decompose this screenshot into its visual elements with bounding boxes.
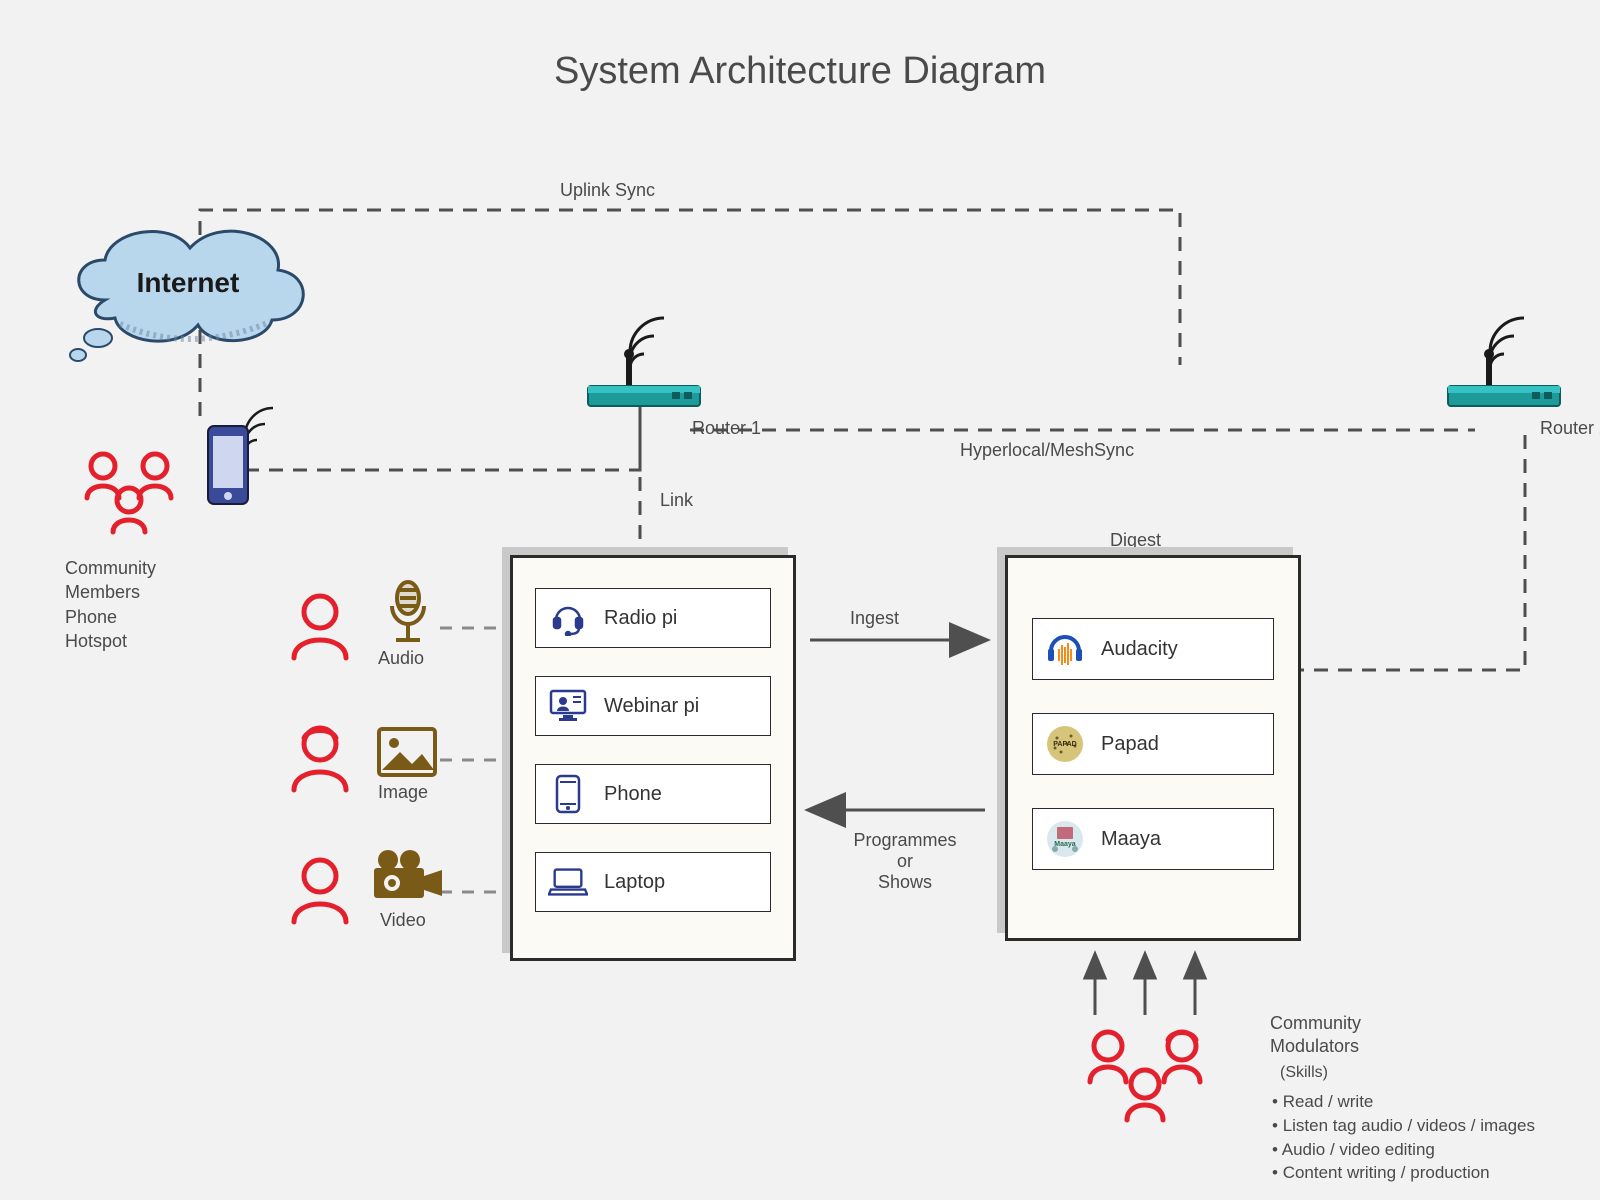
- router1-icon: [580, 300, 710, 410]
- diagram-canvas: System Architecture Diagram: [0, 0, 1600, 1200]
- internet-cloud-icon: Internet: [60, 220, 320, 380]
- router2-icon: [1440, 300, 1570, 410]
- svg-text:Maaya: Maaya: [1054, 841, 1076, 848]
- audio-label: Audio: [378, 648, 424, 669]
- item-audacity: Audacity: [1032, 618, 1274, 680]
- svg-text:PAPAD: PAPAD: [1053, 741, 1076, 748]
- label-uplink: Uplink Sync: [560, 180, 655, 201]
- label-ingest: Ingest: [850, 608, 899, 629]
- digest-panel: Audacity PAPAD Papad: [1005, 555, 1301, 941]
- community-members-icon: [65, 440, 205, 550]
- modulators-subtitle: (Skills): [1280, 1064, 1328, 1082]
- webinar-icon: [548, 686, 588, 726]
- item-label: Audacity: [1101, 638, 1178, 661]
- phone-hotspot-icon: [200, 400, 280, 510]
- capture-panel: Radio pi Webinar pi: [510, 555, 796, 961]
- item-laptop: Laptop: [535, 852, 771, 912]
- laptop-icon: [548, 862, 588, 902]
- community-members-label: Community Members Phone Hotspot: [65, 556, 156, 653]
- modulators-title: Community Modulators: [1270, 1012, 1361, 1059]
- item-label: Phone: [604, 783, 662, 806]
- item-label: Webinar pi: [604, 695, 699, 718]
- label-mesh: Hyperlocal/MeshSync: [960, 440, 1134, 461]
- image-label: Image: [378, 782, 428, 803]
- item-label: Papad: [1101, 733, 1159, 756]
- item-papad: PAPAD Papad: [1032, 713, 1274, 775]
- video-camera-icon: [368, 848, 446, 908]
- modulators-skills: Read / write Listen tag audio / videos /…: [1272, 1090, 1535, 1185]
- image-person-icon: [280, 720, 360, 800]
- video-person-icon: [280, 852, 360, 932]
- community-modulators-icon: [1070, 1020, 1230, 1140]
- item-label: Laptop: [604, 871, 665, 894]
- label-router2: Router 2: [1540, 418, 1600, 439]
- item-radio-pi: Radio pi: [535, 588, 771, 648]
- audacity-icon: [1045, 629, 1085, 669]
- maaya-icon: Maaya: [1045, 819, 1085, 859]
- skill-item: Read / write: [1272, 1090, 1535, 1114]
- skill-item: Audio / video editing: [1272, 1138, 1535, 1162]
- item-label: Maaya: [1101, 828, 1161, 851]
- label-router1: Router 1: [692, 418, 761, 439]
- papad-icon: PAPAD: [1045, 724, 1085, 764]
- item-phone: Phone: [535, 764, 771, 824]
- skill-item: Listen tag audio / videos / images: [1272, 1114, 1535, 1138]
- skill-item: Content writing / production: [1272, 1161, 1535, 1185]
- image-icon: [376, 726, 438, 780]
- headset-icon: [548, 598, 588, 638]
- item-label: Radio pi: [604, 607, 677, 630]
- item-webinar-pi: Webinar pi: [535, 676, 771, 736]
- svg-text:Internet: Internet: [137, 267, 240, 298]
- label-digest: Digest: [1110, 530, 1161, 551]
- label-programmes: Programmes or Shows: [845, 830, 965, 893]
- item-maaya: Maaya Maaya: [1032, 808, 1274, 870]
- audio-person-icon: [280, 588, 360, 668]
- video-label: Video: [380, 910, 426, 931]
- phone-icon: [548, 774, 588, 814]
- label-link: Link: [660, 490, 693, 511]
